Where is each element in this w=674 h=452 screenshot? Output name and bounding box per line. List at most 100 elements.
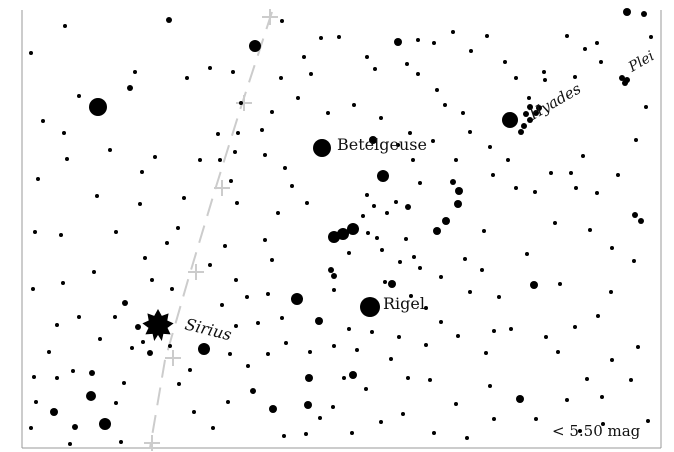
star-mark [527, 117, 533, 123]
star-mark [542, 70, 546, 74]
star-mark [385, 211, 389, 215]
star-mark [170, 287, 174, 291]
star-mark [130, 346, 134, 350]
star-mark [198, 343, 210, 355]
star-mark [641, 11, 647, 17]
star-mark [454, 200, 462, 208]
star-mark [509, 327, 513, 331]
label-rigel: Rigel [383, 294, 425, 313]
star-mark [432, 41, 436, 45]
star-mark [514, 186, 518, 190]
star-mark [514, 76, 518, 80]
star-mark [33, 230, 37, 234]
star-mark [636, 345, 640, 349]
star-mark [442, 217, 450, 225]
star-mark [233, 150, 237, 154]
star-mark [638, 218, 644, 224]
star-mark [176, 226, 180, 230]
star-mark [439, 320, 443, 324]
star-mark [573, 325, 577, 329]
star-field [29, 8, 653, 446]
star-mark [127, 85, 133, 91]
magnitude-limit-label: < 5.50 mag [552, 422, 641, 440]
star-mark [365, 193, 369, 197]
star-mark [332, 344, 336, 348]
star-mark [36, 177, 40, 181]
star-mark [451, 30, 455, 34]
star-mark [366, 231, 370, 235]
star-mark [411, 158, 415, 162]
star-mark [337, 228, 349, 240]
star-mark [632, 259, 636, 263]
star-mark [388, 280, 396, 288]
star-mark [364, 387, 368, 391]
star-mark [443, 103, 447, 107]
star-mark [65, 157, 69, 161]
star-mark [282, 434, 286, 438]
star-mark [398, 260, 402, 264]
star-mark [269, 405, 277, 413]
star-mark [239, 101, 243, 105]
star-mark [55, 323, 59, 327]
star-mark [349, 371, 357, 379]
star-mark [644, 105, 648, 109]
star-mark [455, 187, 463, 195]
star-mark [439, 275, 443, 279]
star-mark [468, 290, 472, 294]
star-mark [284, 341, 288, 345]
star-mark [372, 204, 376, 208]
star-mark [86, 391, 96, 401]
star-mark [165, 241, 169, 245]
star-mark [634, 138, 638, 142]
star-mark [432, 431, 436, 435]
star-mark [185, 76, 189, 80]
star-mark [497, 295, 501, 299]
star-mark [536, 105, 542, 111]
star-mark [573, 75, 577, 79]
star-mark [450, 179, 456, 185]
star-mark [544, 335, 548, 339]
star-mark [523, 111, 529, 117]
star-mark [600, 395, 604, 399]
star-mark [328, 267, 334, 273]
star-mark [646, 419, 650, 423]
star-mark [318, 416, 322, 420]
star-mark [228, 352, 232, 356]
star-mark [583, 47, 587, 51]
star-mark [89, 370, 95, 376]
star-mark [482, 229, 486, 233]
star-mark [308, 350, 312, 354]
star-mark [375, 236, 379, 240]
star-mark [276, 211, 280, 215]
star-mark [412, 255, 416, 259]
star-mark [595, 191, 599, 195]
star-mark [355, 348, 359, 352]
star-mark [133, 70, 137, 74]
star-mark [188, 368, 192, 372]
star-mark [488, 384, 492, 388]
sirius-star-icon [142, 309, 174, 341]
label-betelgeuse: Betelgeuse [337, 135, 427, 154]
star-mark [649, 35, 653, 39]
star-mark [521, 123, 527, 129]
star-mark [92, 270, 96, 274]
star-mark [211, 426, 215, 430]
star-mark [585, 377, 589, 381]
star-mark [216, 132, 220, 136]
star-mark [484, 351, 488, 355]
star-mark [147, 350, 153, 356]
star-mark [226, 400, 230, 404]
star-mark [270, 258, 274, 262]
star-mark [68, 442, 72, 446]
star-mark [246, 364, 250, 368]
star-mark [143, 256, 147, 260]
star-mark [182, 196, 186, 200]
star-mark [480, 268, 484, 272]
star-mark [533, 110, 539, 116]
star-mark [192, 410, 196, 414]
star-mark [433, 227, 441, 235]
star-mark [377, 170, 389, 182]
star-mark [418, 181, 422, 185]
star-mark [98, 337, 102, 341]
star-mark [380, 248, 384, 252]
